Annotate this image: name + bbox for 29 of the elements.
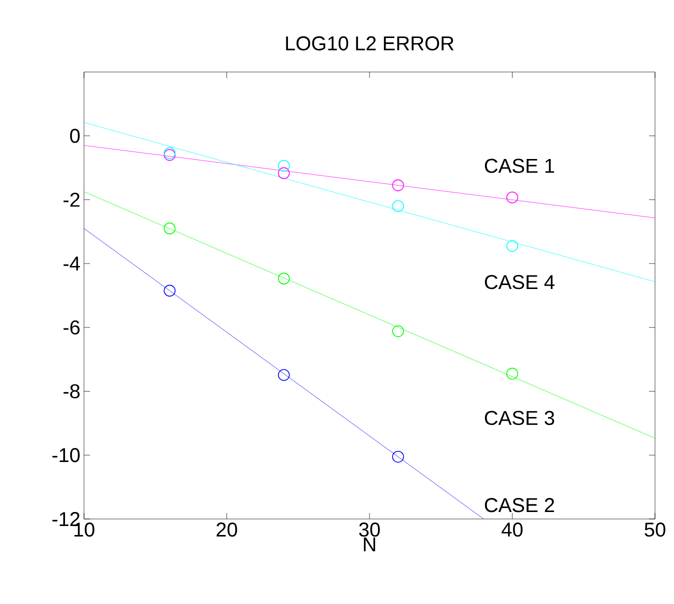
chart-title: LOG10 L2 ERROR [286, 36, 454, 50]
point [506, 240, 518, 252]
point [392, 325, 404, 338]
y-tick-label: -10 [52, 448, 80, 462]
annotation: CASE 3 [484, 410, 554, 426]
point [278, 167, 290, 180]
point [278, 369, 290, 381]
y-tick-label: -8 [64, 384, 80, 398]
point [506, 192, 518, 204]
x-tick-label: 50 [644, 522, 666, 537]
point [164, 284, 176, 297]
annotation: CASE 1 [484, 158, 554, 173]
point [392, 200, 404, 212]
point [506, 368, 518, 380]
point [278, 272, 290, 284]
point [278, 160, 290, 172]
x-tick-label: 30 [359, 522, 380, 537]
x-tick-label: 40 [502, 522, 523, 537]
y-tick-label: -2 [64, 192, 80, 207]
point [392, 179, 404, 192]
annotation: CASE 2 [484, 498, 554, 512]
x-tick-label: 20 [216, 522, 238, 537]
annotation: CASE 4 [484, 275, 554, 290]
y-tick-label: -4 [64, 256, 80, 270]
point [392, 450, 404, 463]
y-tick-label: 0 [70, 128, 80, 143]
point [164, 222, 176, 234]
x-axis-title: N [364, 538, 376, 552]
y-tick-label: -6 [64, 320, 80, 334]
